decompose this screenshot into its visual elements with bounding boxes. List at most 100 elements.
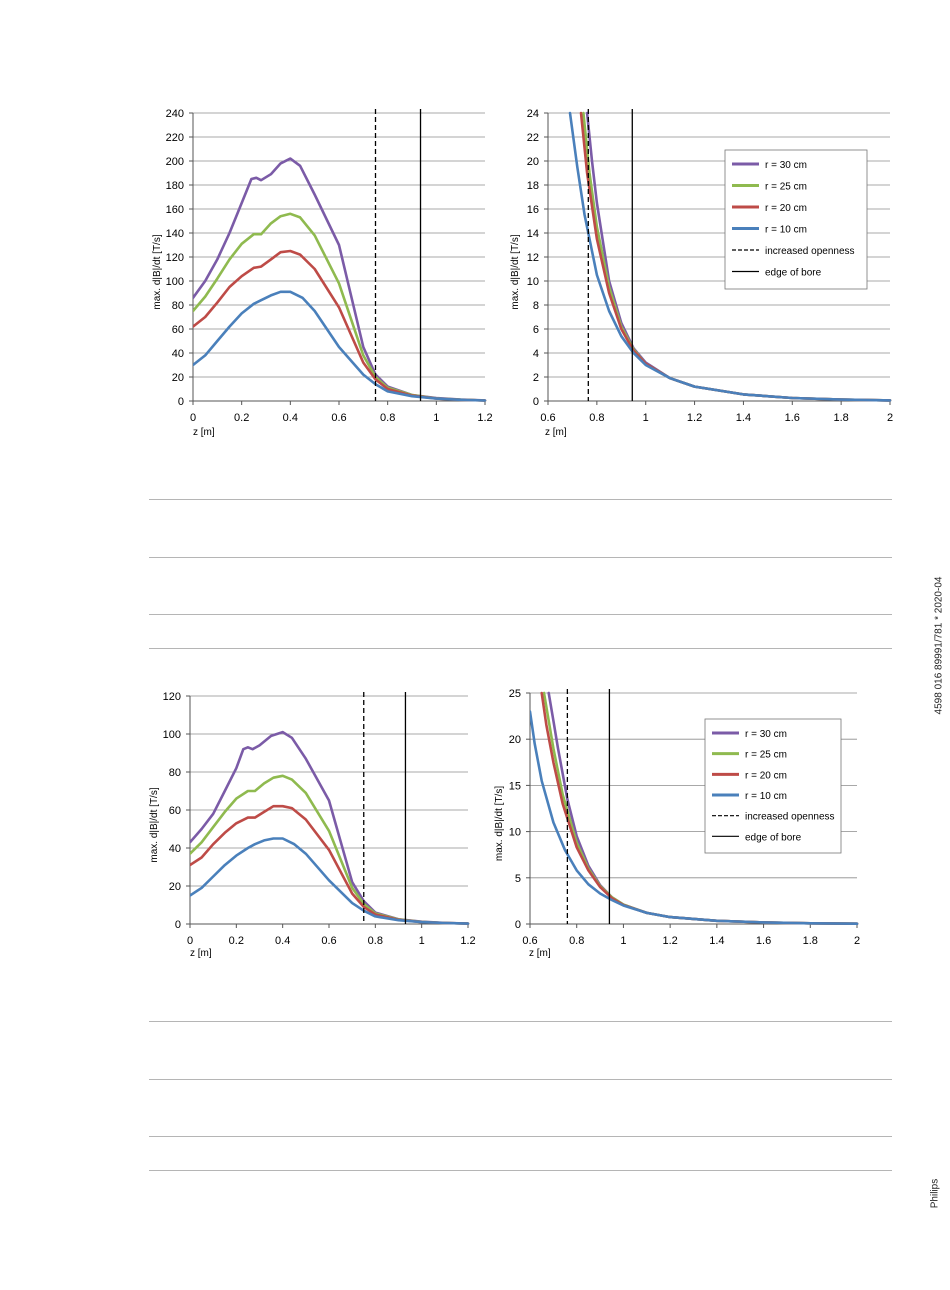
y-tick-label: 120 [166, 252, 184, 264]
x-tick-label: 0.4 [275, 935, 290, 947]
x-tick-label: 1.2 [460, 935, 475, 947]
x-tick-label: 0.2 [234, 412, 249, 424]
y-tick-label: 0 [178, 396, 184, 408]
separator-rule [149, 557, 892, 558]
y-tick-label: 20 [509, 734, 521, 746]
x-tick-label: 0.8 [589, 412, 604, 424]
y-tick-label: 18 [527, 180, 539, 192]
y-tick-label: 8 [533, 300, 539, 312]
y-tick-label: 10 [527, 276, 539, 288]
plot-area [190, 730, 470, 925]
y-tick-label: 25 [509, 688, 521, 700]
y-tick-label: 160 [166, 204, 184, 216]
x-tick-label: 0.8 [368, 935, 383, 947]
x-tick-label: 1.4 [709, 935, 724, 947]
x-tick-label: 2 [887, 412, 893, 424]
x-tick-label: 1 [433, 412, 439, 424]
y-tick-label: 0 [515, 919, 521, 931]
y-tick-label: 0 [533, 396, 539, 408]
series-line [568, 111, 892, 402]
x-tick-label: 0.6 [321, 935, 336, 947]
series-line [190, 804, 470, 925]
legend-label: increased openness [765, 246, 855, 257]
separator-rule [149, 648, 892, 649]
x-tick-label: 0.2 [229, 935, 244, 947]
x-tick-label: 0.8 [569, 935, 584, 947]
chart-top-left: 0 20 40 60 80 100 120 140 160 180 200 220 240 0 0.2 0.4… [152, 108, 493, 438]
document-code: 4598 016 89991/781 * 2020-04 [933, 576, 945, 715]
separator-rule [149, 1079, 892, 1080]
x-tick-label: 1.6 [785, 412, 800, 424]
x-tick-label: 1.2 [687, 412, 702, 424]
separator-rule [149, 1170, 892, 1171]
y-tick-label: 24 [527, 108, 539, 120]
x-tick-label: 1 [620, 935, 626, 947]
x-tick-label: 0.6 [540, 412, 555, 424]
legend-label: r = 30 cm [765, 160, 807, 171]
x-tick-label: 1.2 [477, 412, 492, 424]
x-axis-title: z [m] [190, 948, 212, 959]
y-tick-label: 6 [533, 324, 539, 336]
y-tick-label: 220 [166, 132, 184, 144]
x-tick-label: 1.8 [803, 935, 818, 947]
y-tick-label: 100 [166, 276, 184, 288]
y-tick-label: 16 [527, 204, 539, 216]
plot-area [530, 691, 859, 925]
y-tick-label: 80 [169, 767, 181, 779]
plot-area [568, 111, 892, 402]
series-line [190, 837, 470, 925]
legend-label: r = 25 cm [765, 182, 807, 193]
y-tick-label: 140 [166, 228, 184, 240]
y-tick-label: 100 [163, 729, 181, 741]
legend-label: edge of bore [745, 832, 802, 843]
x-axis-title: z [m] [193, 427, 215, 438]
legend-box [704, 718, 842, 854]
separator-rule [149, 1136, 892, 1137]
y-tick-label: 20 [172, 372, 184, 384]
y-tick-label: 4 [533, 348, 539, 360]
x-tick-label: 1 [419, 935, 425, 947]
x-tick-label: 1.2 [662, 935, 677, 947]
legend: r = 30 cm r = 25 cm r = 20 cm r = 10 cm incr… [724, 149, 868, 290]
legend: r = 30 cm r = 25 cm r = 20 cm r = 10 cm incr… [704, 718, 842, 854]
y-tick-label: 15 [509, 780, 521, 792]
legend-label: increased openness [745, 812, 835, 823]
y-tick-label: 60 [169, 805, 181, 817]
chart-bottom-right: 0 5 10 15 20 25 0.6 0.8 1 1.2 1.4 1.6 1.8 2 z [m] max. … [494, 688, 860, 959]
series-line [530, 710, 859, 925]
y-tick-label: 20 [527, 156, 539, 168]
separator-rule [149, 499, 892, 500]
x-axis-title: z [m] [545, 427, 567, 438]
y-tick-label: 200 [166, 156, 184, 168]
x-tick-label: 2 [854, 935, 860, 947]
x-tick-label: 1.6 [756, 935, 771, 947]
y-tick-label: 240 [166, 108, 184, 120]
x-tick-label: 0 [190, 412, 196, 424]
legend-label: r = 20 cm [745, 770, 787, 781]
y-axis-title: max. d|B|/dt [T/s] [494, 786, 505, 861]
y-tick-label: 120 [163, 691, 181, 703]
legend-label: r = 25 cm [745, 750, 787, 761]
x-tick-label: 1.4 [736, 412, 751, 424]
separator-rule [149, 614, 892, 615]
x-tick-label: 0.6 [331, 412, 346, 424]
y-axis-title: max. d|B|/dt [T/s] [149, 787, 160, 862]
y-tick-label: 10 [509, 827, 521, 839]
x-tick-label: 1 [643, 412, 649, 424]
y-tick-label: 80 [172, 300, 184, 312]
y-tick-label: 60 [172, 324, 184, 336]
y-tick-label: 22 [527, 132, 539, 144]
legend-label: r = 30 cm [745, 729, 787, 740]
legend-box [724, 149, 868, 290]
series-line [193, 290, 487, 402]
series-line [193, 249, 487, 402]
x-tick-label: 0 [187, 935, 193, 947]
y-axis-title: max. d|B|/dt [T/s] [510, 234, 521, 309]
y-tick-label: 5 [515, 873, 521, 885]
x-axis-title: z [m] [529, 948, 551, 959]
y-tick-label: 40 [169, 843, 181, 855]
legend-label: edge of bore [765, 268, 822, 279]
chart-bottom-left: 0 20 40 60 80 100 120 0 0.2 0.4 0.6 0.8 1 1.2 z [m] max… [149, 691, 476, 959]
y-tick-label: 12 [527, 252, 539, 264]
